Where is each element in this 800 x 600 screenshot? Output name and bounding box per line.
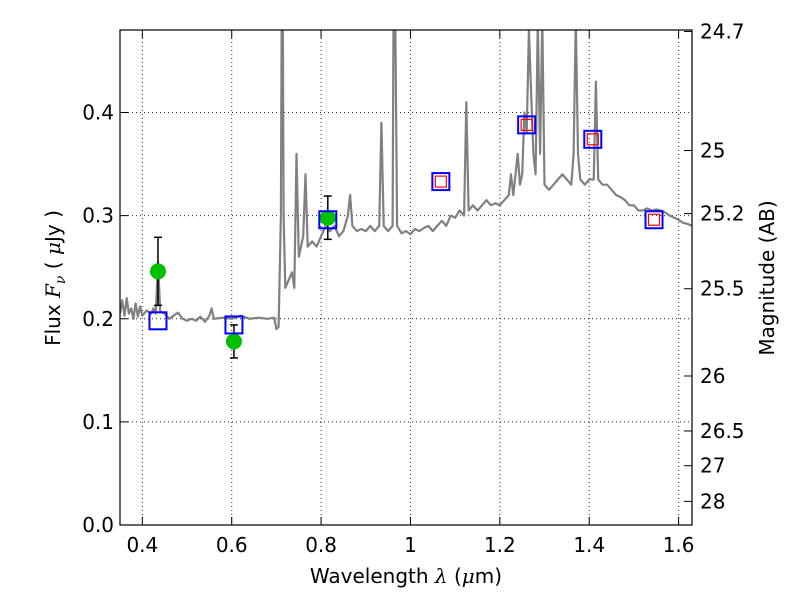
x-tick-label: 1.6 xyxy=(663,533,695,557)
model-point xyxy=(318,210,338,230)
y-axis-right-label: Magnitude (AB) xyxy=(755,200,779,355)
right-tick-label: 28 xyxy=(700,489,725,513)
right-tick-label: 25.5 xyxy=(700,277,745,301)
right-tick-label: 27 xyxy=(700,454,725,478)
model-point-inner xyxy=(586,133,599,146)
y-tick-label: 0.0 xyxy=(82,513,114,537)
x-tick-label: 1.2 xyxy=(484,533,516,557)
observed-point xyxy=(149,263,166,280)
model-point xyxy=(148,311,168,331)
right-tick-label: 26 xyxy=(700,364,725,388)
axis-ticks: 0.4 0.6 0.8 1 1.2 1.4 1.6 0.0 0.1 0.2 0.3 0.4 24.7 25… xyxy=(82,19,744,557)
right-tick-label: 25.2 xyxy=(700,202,745,226)
x-tick-label: 0.4 xyxy=(126,533,158,557)
model-point xyxy=(431,172,451,192)
y-tick-label: 0.3 xyxy=(82,204,114,228)
observed-point xyxy=(319,209,336,226)
plot-frame xyxy=(119,29,693,526)
model-point xyxy=(644,210,664,230)
right-tick-label: 26.5 xyxy=(700,419,745,443)
y-tick-label: 0.4 xyxy=(82,101,114,125)
y-tick-label: 0.2 xyxy=(82,307,114,331)
model-point-inner xyxy=(520,118,533,131)
observed-point xyxy=(225,333,242,350)
x-tick-label: 1 xyxy=(404,533,417,557)
plot-area xyxy=(120,30,692,359)
x-tick-label: 1.4 xyxy=(573,533,605,557)
model-point xyxy=(583,129,603,149)
model-point xyxy=(517,115,537,135)
x-tick-label: 0.8 xyxy=(305,533,337,557)
model-point xyxy=(224,315,244,335)
x-axis-label: Wavelength λ (μm) xyxy=(310,564,502,588)
right-tick-label: 25 xyxy=(700,139,725,163)
y-tick-label: 0.1 xyxy=(82,410,114,434)
model-point-inner xyxy=(647,213,661,226)
spectrum-line xyxy=(120,30,692,331)
x-tick-label: 0.6 xyxy=(216,533,248,557)
y-axis-left-label: Flux Fν ( μJy ) xyxy=(41,210,69,346)
model-point-inner xyxy=(434,175,447,188)
right-tick-label: 24.7 xyxy=(700,19,745,43)
